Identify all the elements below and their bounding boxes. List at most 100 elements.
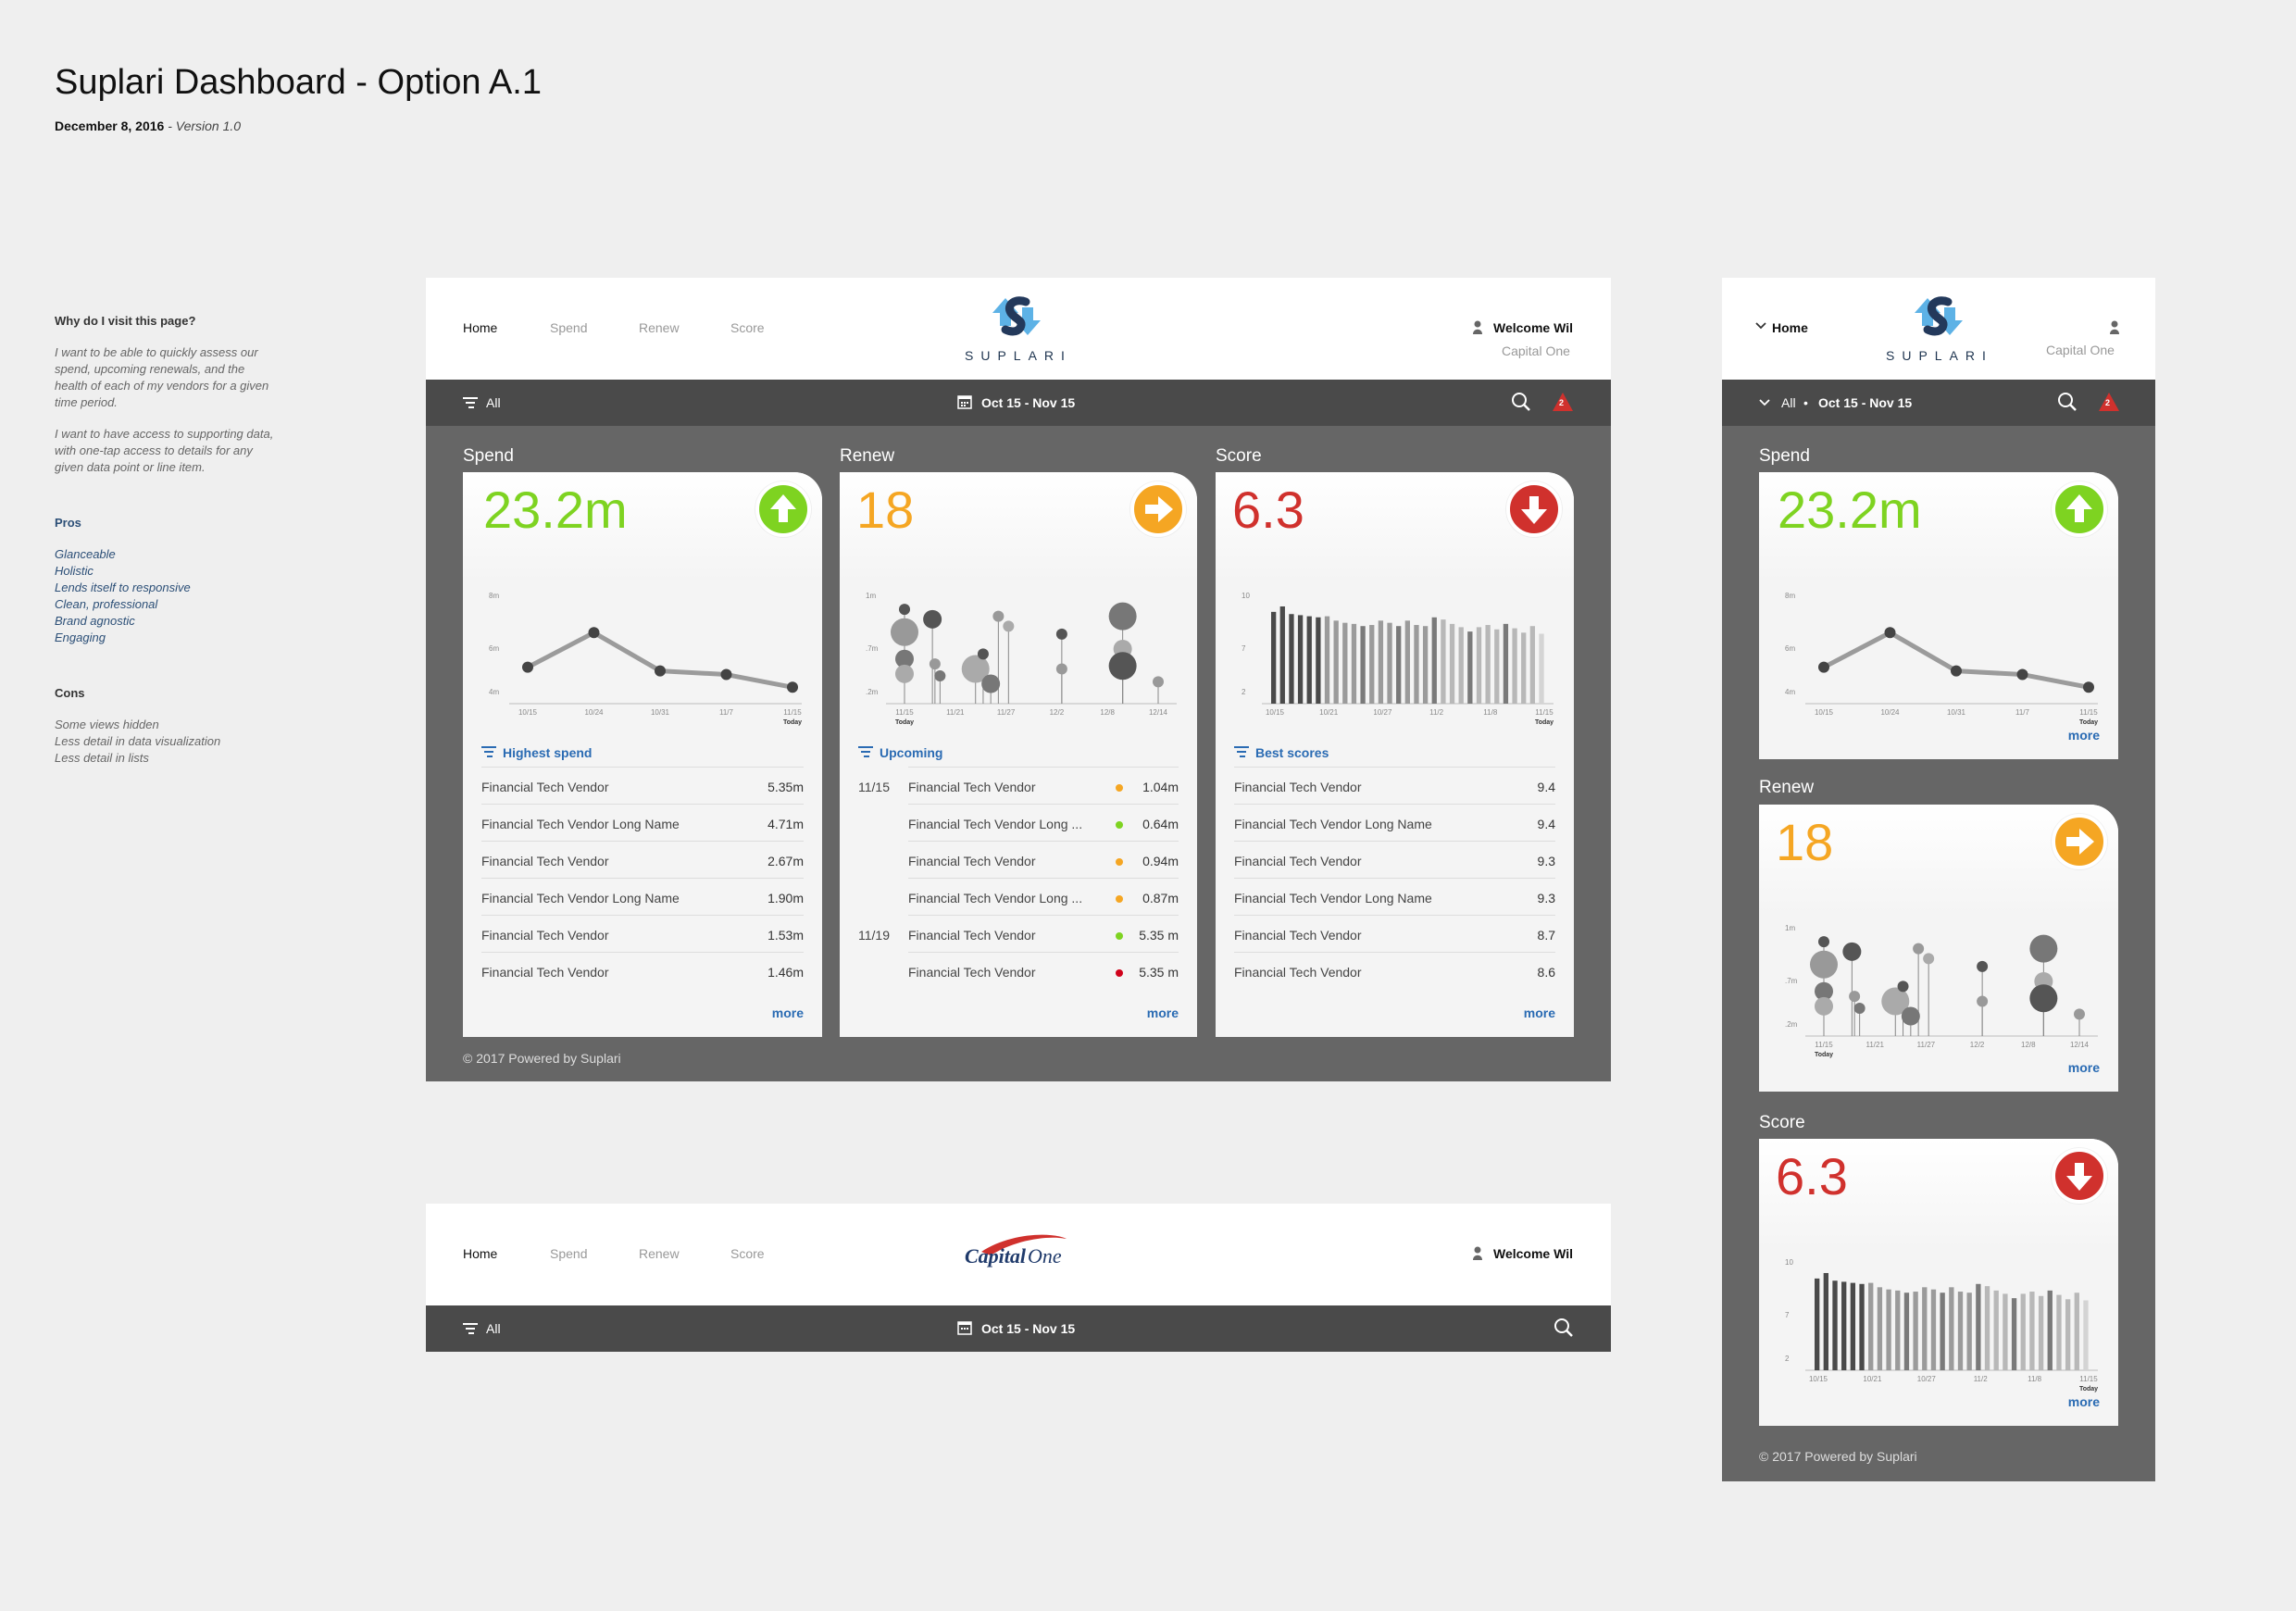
list-item[interactable]: Financial Tech Vendor 9.3 (1234, 841, 1555, 878)
data-bubble (1849, 991, 1861, 1003)
list-item[interactable]: Financial Tech Vendor Long Name 4.71m (481, 804, 804, 841)
doc-version: - Version 1.0 (168, 119, 242, 133)
mobile-nav-home[interactable]: Home (1772, 320, 1808, 335)
trend-flat-badge (2052, 814, 2107, 869)
spend-more-link[interactable]: more (2067, 728, 2100, 743)
list-item[interactable]: Financial Tech Vendor Long ... 0.64m (908, 804, 1179, 841)
score-bar (1297, 615, 1304, 704)
alert-icon[interactable] (1552, 392, 1574, 412)
score-list-title[interactable]: Best scores (1255, 745, 1329, 760)
chevron-down-icon[interactable] (1755, 322, 1766, 330)
renew-more-link[interactable]: more (1146, 1005, 1179, 1020)
list-item[interactable]: Financial Tech Vendor 1.53m (481, 915, 804, 952)
search-icon[interactable] (1554, 1318, 1574, 1338)
nav-home[interactable]: Home (463, 1246, 498, 1261)
nav-score[interactable]: Score (730, 320, 765, 335)
date-range[interactable]: Oct 15 - Nov 15 (981, 1321, 1076, 1336)
welcome-user[interactable]: Welcome Wil (1493, 320, 1573, 335)
user-icon[interactable] (2109, 320, 2120, 335)
suplari-logo-icon[interactable] (983, 293, 1050, 341)
filter-all[interactable]: All (1781, 395, 1796, 410)
spend-card[interactable]: 23.2m 8m 6m 4m 10/15 10/24 10/31 11/7 11/15 Toda… (463, 472, 822, 1037)
capital-one-logo[interactable]: Capital One (963, 1230, 1074, 1276)
page-title: Suplari Dashboard - Option A.1 (55, 63, 542, 102)
calendar-icon[interactable] (957, 1320, 972, 1335)
vendor-name: Financial Tech Vendor (481, 928, 609, 943)
suplari-logo-icon[interactable] (1905, 293, 1972, 341)
renew-title: Renew (1759, 778, 1815, 797)
mobile-score-card[interactable]: 6.3 10 7 2 10/15 10/21 10/27 11/2 11/8 11/15 Toda… (1759, 1139, 2118, 1426)
list-item[interactable]: Financial Tech Vendor 8.6 (1234, 952, 1555, 989)
renew-bubble-chart[interactable]: 1m .7m .2m 11/15 Today 11/21 11/27 12/2 12/8 12/1… (840, 565, 1197, 731)
spend-more-link[interactable]: more (771, 1005, 804, 1020)
list-item[interactable]: Financial Tech Vendor Long Name 1.90m (481, 878, 804, 915)
nav-spend[interactable]: Spend (550, 1246, 588, 1261)
score-bar (1494, 629, 1500, 704)
score-card[interactable]: 6.3 10 7 2 10/15 10/21 10/27 11/2 11/8 11/15 Toda… (1216, 472, 1574, 1037)
nav-renew[interactable]: Renew (639, 320, 680, 335)
score-bar (1832, 1280, 1838, 1370)
list-item[interactable]: Financial Tech Vendor 5.35m (481, 767, 804, 804)
renew-more-link[interactable]: more (2067, 1060, 2100, 1075)
spend-line-chart[interactable]: 8m 6m 4m 10/15 10/24 10/31 11/7 11/15 Today (1759, 565, 2118, 731)
y-tick-label: 6m (489, 644, 499, 653)
nav-renew[interactable]: Renew (639, 1246, 680, 1261)
list-item[interactable]: 11/15 Financial Tech Vendor 1.04m (858, 767, 1179, 804)
filter-all[interactable]: All (486, 1321, 501, 1336)
nav-home[interactable]: Home (463, 320, 498, 335)
list-item[interactable]: Financial Tech Vendor 0.94m (908, 841, 1179, 878)
date-range[interactable]: Oct 15 - Nov 15 (981, 395, 1076, 410)
list-item[interactable]: Financial Tech Vendor 9.4 (1234, 767, 1555, 804)
score-bar-chart[interactable]: 10 7 2 10/15 10/21 10/27 11/2 11/8 11/15 Today (1759, 1231, 2118, 1398)
filter-icon[interactable] (463, 1323, 478, 1334)
calendar-icon[interactable] (957, 394, 972, 409)
score-bar (1529, 626, 1536, 704)
filter-all[interactable]: All (486, 395, 501, 410)
data-bubble (1815, 981, 1833, 1001)
score-bar (2011, 1298, 2017, 1370)
score-bar-chart[interactable]: 10 7 2 10/15 10/21 10/27 11/2 11/8 11/15 Today (1216, 565, 1574, 731)
x-tick-label: 10/27 (1373, 708, 1392, 717)
user-icon[interactable] (1472, 1246, 1483, 1261)
data-bubble (2029, 984, 2058, 1013)
x-tick-label: 11/15 (1815, 1041, 1833, 1049)
renew-card[interactable]: 18 1m .7m .2m 11/15 Today 11/21 11/27 12/2 12/8 1… (840, 472, 1197, 1037)
arrow-right-icon (2066, 829, 2094, 855)
nav-score[interactable]: Score (730, 1246, 765, 1261)
renew-list-title[interactable]: Upcoming (880, 745, 943, 760)
x-tick-label: 11/2 (1974, 1375, 1989, 1383)
list-item[interactable]: Financial Tech Vendor Long Name 9.4 (1234, 804, 1555, 841)
list-item[interactable]: Financial Tech Vendor 1.46m (481, 952, 804, 989)
score-title: Score (1759, 1113, 1805, 1132)
list-item[interactable]: Financial Tech Vendor 5.35 m (908, 952, 1179, 989)
renew-bubble-chart[interactable]: 1m .7m .2m 11/15 Today 11/21 11/27 12/2 12/8 12/1… (1759, 897, 2118, 1064)
list-item[interactable]: Financial Tech Vendor Long Name 9.3 (1234, 878, 1555, 915)
x-tick-sublabel: Today (783, 719, 802, 726)
spend-line-chart[interactable]: 8m 6m 4m 10/15 10/24 10/31 11/7 11/15 Today (463, 565, 822, 731)
page-subtitle: December 8, 2016 - Version 1.0 (55, 119, 241, 133)
score-more-link[interactable]: more (1523, 1005, 1555, 1020)
filter-icon[interactable] (463, 397, 478, 408)
renew-title: Renew (840, 446, 895, 466)
welcome-user[interactable]: Welcome Wil (1493, 1246, 1573, 1261)
spend-list-title[interactable]: Highest spend (503, 745, 593, 760)
mobile-spend-card[interactable]: 23.2m 8m 6m 4m 10/15 10/24 10/31 11/7 11/15 Toda… (1759, 472, 2118, 759)
data-bubble (1003, 620, 1015, 632)
chevron-down-icon[interactable] (1759, 399, 1770, 406)
list-item[interactable]: Financial Tech Vendor 2.67m (481, 841, 804, 878)
vendor-name: Financial Tech Vendor (908, 854, 1036, 868)
alert-icon[interactable] (2098, 392, 2120, 412)
cons-item: Less detail in data visualization (55, 734, 221, 748)
list-item[interactable]: 11/19 Financial Tech Vendor 5.35 m (858, 915, 1179, 952)
search-icon[interactable] (2057, 392, 2078, 412)
nav-spend[interactable]: Spend (550, 320, 588, 335)
user-icon[interactable] (1472, 320, 1483, 335)
list-item[interactable]: Financial Tech Vendor 8.7 (1234, 915, 1555, 952)
mobile-renew-card[interactable]: 18 1m .7m .2m 11/15 Today 11/21 11/27 12/2 12/8 1… (1759, 805, 2118, 1092)
list-item[interactable]: Financial Tech Vendor Long ... 0.87m (908, 878, 1179, 915)
search-icon[interactable] (1511, 392, 1531, 412)
date-range[interactable]: Oct 15 - Nov 15 (1818, 395, 1913, 410)
score-bar (2056, 1294, 2062, 1370)
alert-count: 2 (1559, 398, 1565, 407)
score-more-link[interactable]: more (2067, 1394, 2100, 1409)
